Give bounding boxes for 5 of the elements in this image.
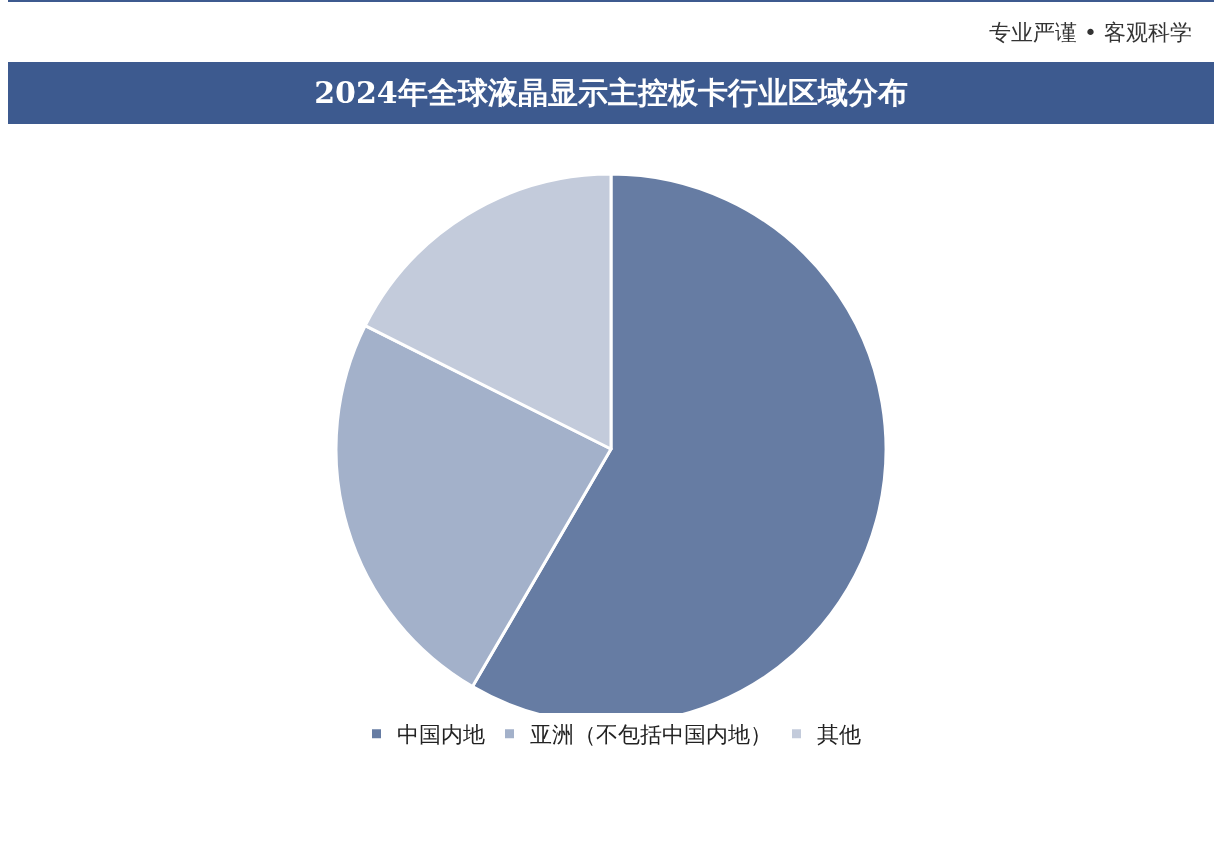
text: 专业严谨 • 客观科学 xyxy=(989,19,1192,47)
legend-label: 其他 xyxy=(816,722,861,748)
chart-title: 2024年全球液晶显示主控板卡行业区域分布 xyxy=(8,62,1214,124)
legend-label: 亚洲（不包括中国内地） xyxy=(529,722,772,748)
legend-label: 中国内地 xyxy=(396,722,485,748)
